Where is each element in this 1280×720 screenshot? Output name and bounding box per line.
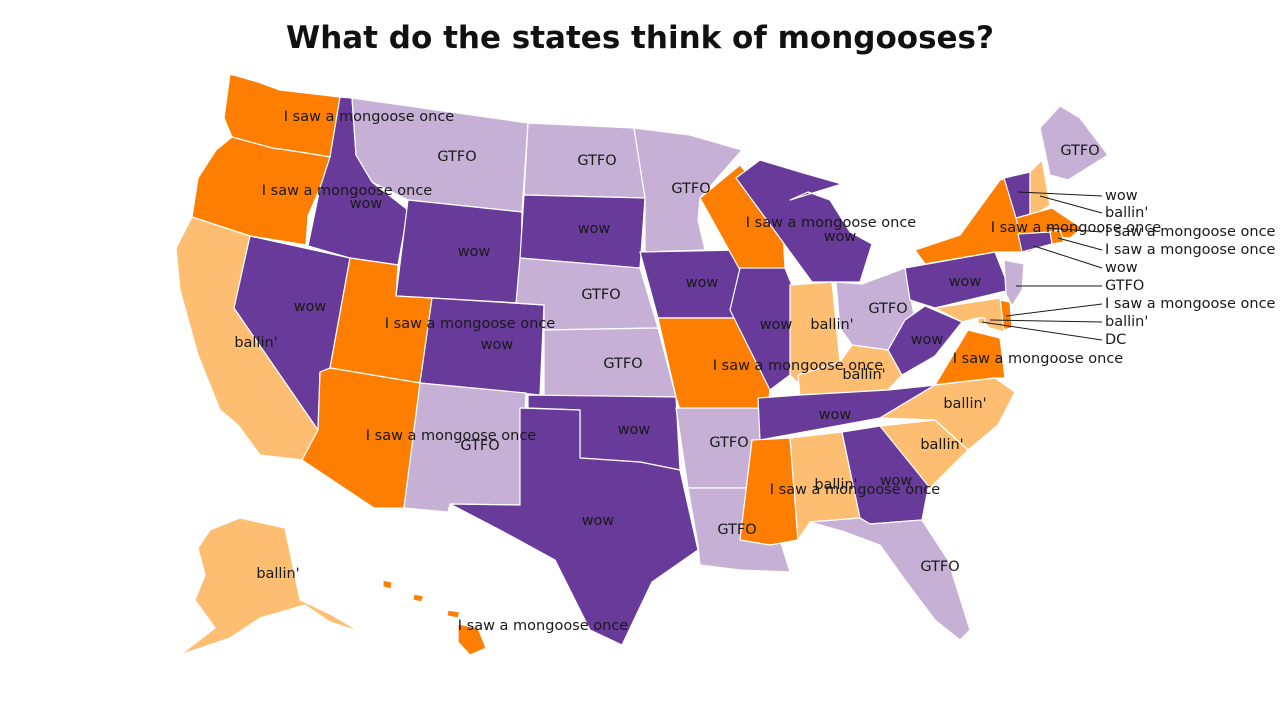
state-ms-i-saw-a-mongoose-once: [739, 437, 799, 546]
label-ok: wow: [618, 422, 651, 438]
callout-label-dc: DC: [1105, 332, 1126, 348]
map-title: What do the states think of mongooses?: [286, 20, 994, 56]
callout-label-ct: wow: [1105, 260, 1138, 276]
leader-line-de: [1005, 303, 1103, 317]
leader-line-ma: [1045, 227, 1103, 233]
label-id: wow: [350, 196, 383, 212]
label-nc: ballin': [943, 396, 986, 412]
label-or: I saw a mongoose once: [262, 183, 433, 199]
state-il-wow: [729, 267, 799, 391]
label-fl: GTFO: [920, 559, 959, 575]
label-ca: ballin': [234, 335, 277, 351]
label-ia: wow: [686, 275, 719, 291]
callout-label-ma: I saw a mongoose once: [1105, 224, 1276, 240]
label-va: I saw a mongoose once: [953, 351, 1124, 367]
state-me-gtfo: [1039, 105, 1109, 181]
state-hi-i-saw-a-mongoose-once: [382, 579, 487, 656]
label-tx: wow: [582, 513, 615, 529]
state-nh-ballin: [1029, 159, 1051, 219]
state-tx-wow: [449, 407, 699, 646]
label-ky: ballin': [842, 367, 885, 383]
leader-line-nh: [1039, 195, 1103, 214]
label-tn: wow: [819, 407, 852, 423]
label-oh: GTFO: [868, 301, 907, 317]
label-la: GTFO: [717, 522, 756, 538]
state-ct-wow: [1017, 231, 1053, 253]
label-al: ballin': [814, 477, 857, 493]
callout-label-nh: ballin': [1105, 205, 1148, 221]
label-wv: wow: [911, 332, 944, 348]
label-il: wow: [760, 317, 793, 333]
callout-label-nj: GTFO: [1105, 278, 1144, 294]
label-ut: I saw a mongoose once: [385, 316, 556, 332]
leader-line-md: [989, 319, 1103, 323]
label-ks: GTFO: [603, 356, 642, 372]
label-mo: I saw a mongoose once: [713, 358, 884, 374]
callout-label-de: I saw a mongoose once: [1105, 296, 1276, 312]
label-ga: wow: [880, 473, 913, 489]
label-sc: ballin': [920, 437, 963, 453]
callout-label-vt: wow: [1105, 188, 1138, 204]
state-fl-gtfo: [809, 517, 971, 641]
state-md-ballin: [934, 297, 1005, 333]
label-wi: I saw a mongoose once: [746, 215, 917, 231]
label-ms: I saw a mongoose once: [770, 482, 941, 498]
leader-line-ri: [1057, 237, 1103, 251]
state-mn-gtfo: [633, 127, 743, 253]
state-ma-i-saw-a-mongoose-once: [1015, 207, 1083, 239]
leader-line-dc: [981, 321, 1103, 341]
label-me: GTFO: [1060, 143, 1099, 159]
label-ne: GTFO: [581, 287, 620, 303]
state-or-i-saw-a-mongoose-once: [191, 136, 331, 246]
label-mn: GTFO: [671, 181, 710, 197]
label-ny: I saw a mongoose once: [991, 220, 1162, 236]
state-nj-gtfo: [1003, 259, 1025, 307]
label-mt: GTFO: [437, 149, 476, 165]
label-nd: GTFO: [577, 153, 616, 169]
label-wa: I saw a mongoose once: [284, 109, 455, 125]
state-ak-ballin: [179, 517, 361, 656]
label-ak: ballin': [256, 566, 299, 582]
label-pa: wow: [949, 274, 982, 290]
label-in: ballin': [810, 317, 853, 333]
label-ar: GTFO: [709, 435, 748, 451]
leader-line-vt: [1017, 191, 1103, 197]
label-sd: wow: [578, 221, 611, 237]
label-nm: GTFO: [460, 438, 499, 454]
label-nv: wow: [294, 299, 327, 315]
state-dc-dc: [977, 317, 986, 325]
label-az: I saw a mongoose once: [366, 428, 537, 444]
callout-label-ri: I saw a mongoose once: [1105, 242, 1276, 258]
label-mi: wow: [824, 229, 857, 245]
label-hi: I saw a mongoose once: [458, 618, 629, 634]
label-co: wow: [481, 337, 514, 353]
label-wy: wow: [458, 244, 491, 260]
callout-label-md: ballin': [1105, 314, 1148, 330]
leader-line-ct: [1033, 245, 1103, 269]
state-va-i-saw-a-mongoose-once: [887, 329, 1006, 391]
